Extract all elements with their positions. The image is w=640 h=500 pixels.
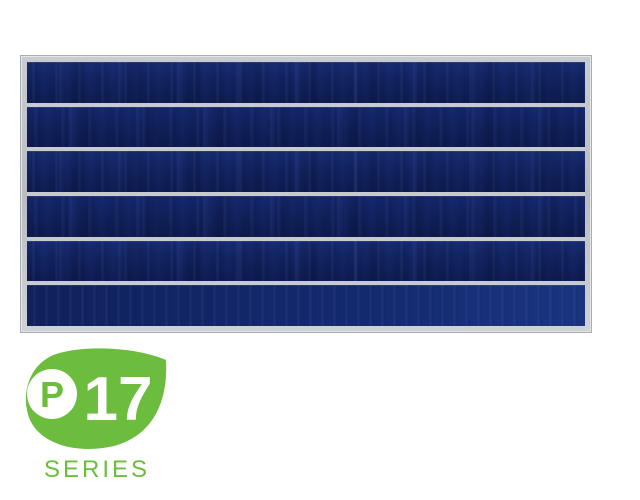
solar-cell-row-4 bbox=[27, 196, 585, 237]
logo-letter: P bbox=[40, 374, 64, 415]
solar-cell-row-1 bbox=[27, 62, 585, 103]
logo-number: 17 bbox=[84, 365, 153, 434]
solar-cell-row-3 bbox=[27, 151, 585, 193]
solar-panel-image bbox=[20, 55, 592, 333]
series-label: SERIES bbox=[44, 456, 151, 483]
solar-cell-row-6 bbox=[27, 285, 585, 327]
solar-cell-row-5 bbox=[27, 240, 585, 282]
p17-series-logo: P 17 bbox=[18, 346, 178, 494]
p17-logo-mark: P 17 bbox=[25, 348, 167, 449]
logo-p-circle bbox=[27, 369, 77, 419]
solar-cell-row-2 bbox=[27, 106, 585, 148]
solar-panel-cells bbox=[27, 62, 585, 327]
